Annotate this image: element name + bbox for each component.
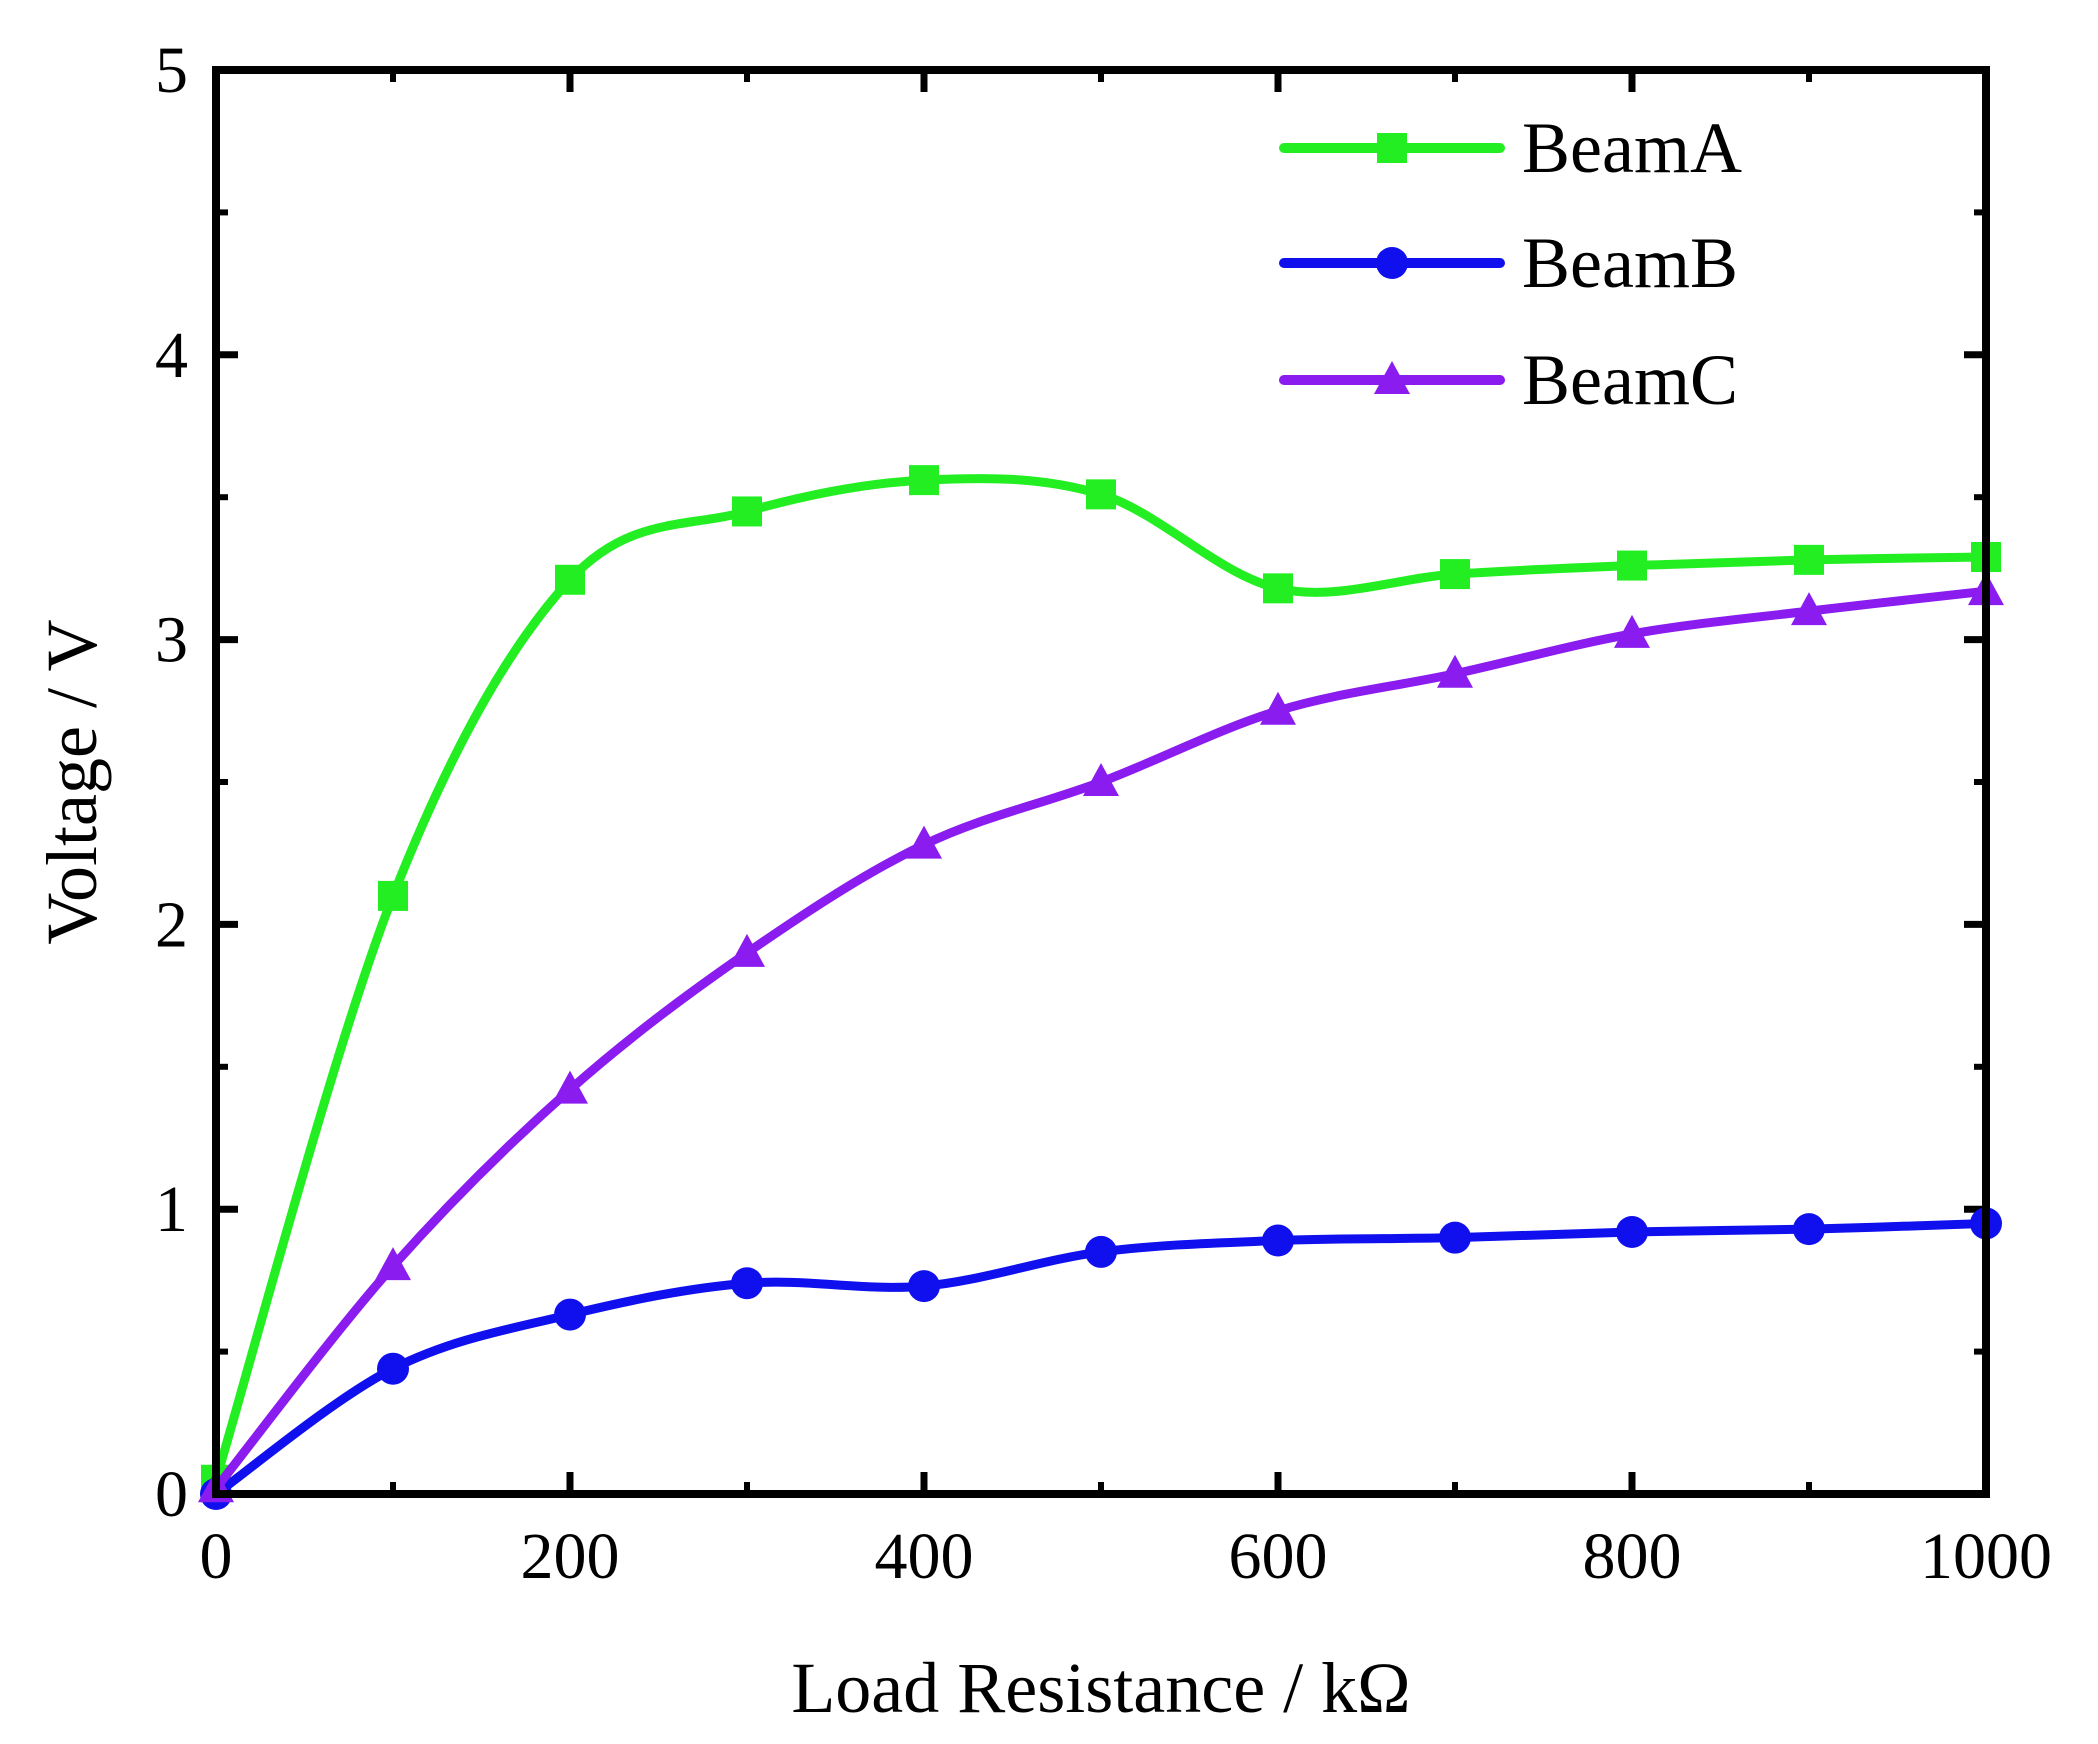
y-tick-label: 5 [155,34,188,107]
y-tick-label: 3 [155,604,188,677]
plot-frame [212,66,1990,1498]
y-tick-label: 4 [155,319,188,392]
data-point-beamb [1439,1221,1471,1254]
legend-label-beama: BeamA [1522,108,1742,188]
data-point-beamc [375,1247,411,1281]
series-line-beama [211,474,1991,1485]
data-point-beamb [1616,1215,1648,1248]
data-point-beamc [1083,763,1119,796]
data-point-beama [1617,550,1647,581]
data-point-beama [1263,573,1293,604]
y-axis-title: Voltage / V [32,619,112,944]
legend-marker-beamb [1376,247,1408,279]
data-point-beama [1440,559,1470,590]
data-point-beamc [1260,691,1296,725]
data-point-beamb [1793,1213,1825,1246]
x-tick-label: 0 [200,1520,233,1593]
legend-marker-beamc [1374,361,1410,394]
x-axis-title: Load Resistance / kΩ [791,1648,1410,1728]
series-beamb [200,1207,2002,1510]
x-tick-label: 1000 [1920,1520,2052,1593]
x-tick-label: 200 [521,1520,620,1593]
data-point-beamc [906,825,942,859]
legend-label-beamb: BeamB [1522,223,1738,303]
data-point-beama [732,496,762,527]
data-point-beamc [1614,614,1650,648]
x-tick-label: 800 [1583,1520,1682,1593]
data-point-beamb [1085,1235,1117,1268]
data-point-beama [1794,544,1824,575]
data-point-beama [378,880,408,911]
data-point-beamc [552,1070,588,1104]
data-point-beamb [554,1298,586,1331]
legend-label-beamc: BeamC [1522,340,1738,420]
y-tick-label: 0 [155,1458,188,1531]
data-point-beamc [1437,654,1473,688]
data-point-beamb [377,1352,409,1385]
data-point-beama [909,465,939,496]
ticks-layer: 0 200 400 600 800 1000 0 1 2 3 4 5 [155,34,2052,1593]
data-point-beamb [731,1267,763,1300]
data-point-beamb [1262,1224,1294,1257]
y-tick-label: 1 [155,1173,188,1246]
y-tick-label: 2 [155,888,188,961]
data-point-beamc [729,933,765,967]
data-point-beamc [1791,592,1827,626]
x-tick-label: 400 [875,1520,974,1593]
series-line-beamc [211,586,1991,1493]
legend: BeamA BeamB BeamC [1279,108,1742,420]
data-point-beama [1086,479,1116,510]
legend-marker-beama [1377,133,1407,163]
series-beamc [198,572,2004,1503]
series-layer [198,465,2004,1510]
x-tick-label: 600 [1229,1520,1328,1593]
data-point-beamb [908,1270,940,1303]
data-point-beama [555,564,585,595]
